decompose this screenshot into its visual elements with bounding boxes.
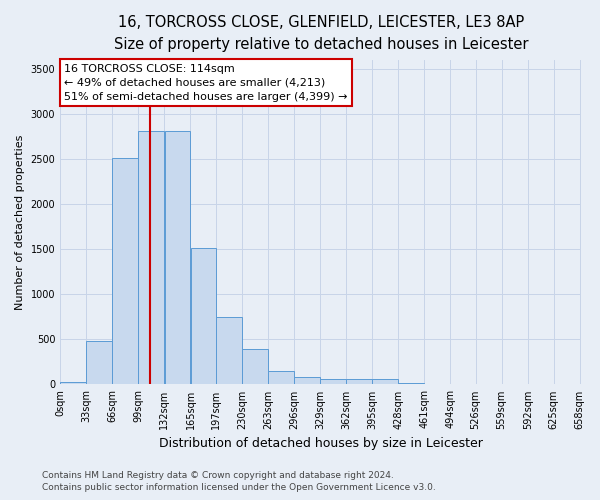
Bar: [242, 350, 268, 384]
Bar: [60, 382, 86, 384]
Y-axis label: Number of detached properties: Number of detached properties: [15, 134, 25, 310]
Bar: [398, 382, 424, 384]
Bar: [346, 379, 372, 384]
Bar: [139, 130, 164, 384]
Bar: [112, 158, 138, 384]
Bar: [294, 377, 320, 384]
Bar: [86, 341, 112, 384]
Bar: [372, 380, 398, 384]
Bar: [268, 372, 294, 384]
Bar: [320, 379, 346, 384]
Title: 16, TORCROSS CLOSE, GLENFIELD, LEICESTER, LE3 8AP
Size of property relative to d: 16, TORCROSS CLOSE, GLENFIELD, LEICESTER…: [113, 15, 528, 52]
Bar: [164, 130, 190, 384]
Text: Contains HM Land Registry data © Crown copyright and database right 2024.
Contai: Contains HM Land Registry data © Crown c…: [42, 471, 436, 492]
Bar: [216, 317, 242, 384]
Text: 16 TORCROSS CLOSE: 114sqm
← 49% of detached houses are smaller (4,213)
51% of se: 16 TORCROSS CLOSE: 114sqm ← 49% of detac…: [64, 64, 347, 102]
X-axis label: Distribution of detached houses by size in Leicester: Distribution of detached houses by size …: [159, 437, 483, 450]
Bar: [191, 248, 217, 384]
